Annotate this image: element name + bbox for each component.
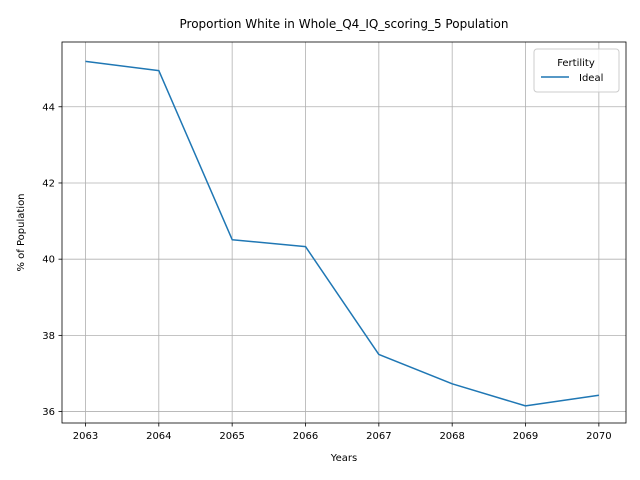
x-tick-label: 2067 <box>366 431 391 442</box>
legend-label-ideal: Ideal <box>579 73 603 84</box>
x-axis-label: Years <box>330 453 357 464</box>
x-tick-label: 2069 <box>513 431 538 442</box>
series-layer <box>85 60 600 407</box>
y-axis-ticks: 36 38 40 42 44 <box>42 102 62 418</box>
y-tick-label: 40 <box>42 255 55 266</box>
x-tick-label: 2066 <box>293 431 318 442</box>
legend: Fertility Ideal <box>533 48 620 93</box>
y-tick-label: 36 <box>42 407 55 418</box>
grid <box>62 42 626 423</box>
legend-box <box>533 48 620 93</box>
x-tick-label: 2065 <box>219 431 244 442</box>
plot-frame <box>61 41 627 424</box>
chart-title: Proportion White in Whole_Q4_IQ_scoring_… <box>180 17 509 31</box>
x-axis-ticks: 2063 2064 2065 2066 2067 2068 2069 2070 <box>73 423 612 442</box>
series-line-ideal <box>85 60 600 407</box>
y-tick-label: 44 <box>42 102 55 113</box>
x-tick-label: 2070 <box>586 431 611 442</box>
x-tick-label: 2068 <box>439 431 464 442</box>
legend-title: Fertility <box>557 58 595 69</box>
y-tick-label: 38 <box>42 331 55 342</box>
y-axis-label: % of Population <box>16 193 27 271</box>
x-tick-label: 2064 <box>146 431 171 442</box>
y-tick-label: 42 <box>42 178 55 189</box>
x-tick-label: 2063 <box>73 431 98 442</box>
